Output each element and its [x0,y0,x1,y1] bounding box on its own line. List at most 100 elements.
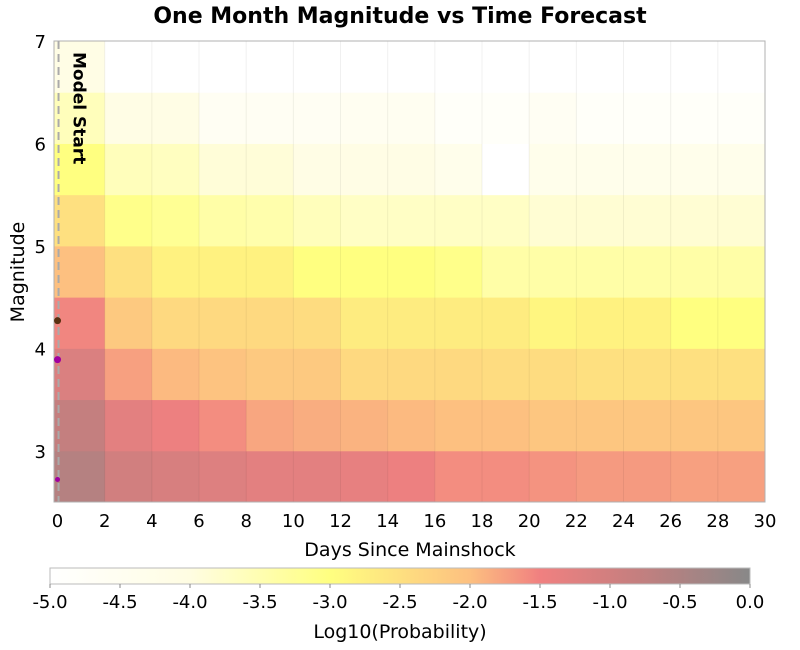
heatmap-cell [623,245,672,298]
x-tick-label: 28 [706,511,729,532]
x-tick-label: 26 [659,511,682,532]
colorbar [49,567,751,585]
heatmap-cell [670,143,719,196]
x-tick-label: 6 [193,511,204,532]
heatmap-cell [623,92,672,144]
heatmap-cell [54,41,106,93]
heatmap-cell [246,399,294,452]
heatmap-cell [104,41,153,93]
colorbar-tick-label: -5.0 [32,592,67,613]
x-tick-label: 14 [376,511,399,532]
heatmap-cell [199,245,247,298]
heatmap-cell [576,92,625,144]
y-tick-label: 6 [35,134,46,155]
y-tick-label: 7 [35,32,46,53]
heatmap-cell [54,194,106,247]
y-tick-label: 5 [35,237,46,258]
heatmap-cell [529,245,577,298]
y-axis-label: Magnitude [7,222,29,323]
heatmap-cell [151,348,200,401]
colorbar-tick-label: -4.5 [102,592,137,613]
heatmap-cell [482,41,530,93]
heatmap-cell [54,450,106,503]
heatmap-cell [529,92,577,144]
heatmap-cell [293,297,342,349]
heatmap-cell [623,297,672,349]
heatmap-cell [387,143,436,196]
events [54,317,62,482]
heatmap-cell [623,450,672,503]
heatmap-cell [104,194,153,247]
heatmap-cell [104,450,153,503]
heatmap-cell [529,450,577,503]
heatmap-cell [387,450,436,503]
x-tick-label: 20 [518,511,541,532]
heatmap-cell [717,399,766,452]
heatmap-cell [246,41,294,93]
heatmap-cell [104,245,153,298]
colorbar-tick-label: -2.5 [382,592,417,613]
x-tick-labels: 0 2 4 6 8 10 12 14 16 18 20 22 24 26 28 30 [52,511,777,532]
heatmap-cell [434,245,483,298]
gridlines [104,41,719,502]
heatmap-cells [54,41,766,503]
heatmap-cell [434,41,483,93]
heatmap-cell [199,348,247,401]
heatmap-cell [151,399,200,452]
heatmap-cell [199,92,247,144]
x-tick-label: 2 [99,511,110,532]
heatmap-cell [151,41,200,93]
x-tick-label: 22 [565,511,588,532]
heatmap-cell [576,143,625,196]
heatmap-cell [529,41,577,93]
colorbar-tick-label: -1.0 [592,592,627,613]
colorbar-tick-label: -4.0 [172,592,207,613]
heatmap-cell [387,348,436,401]
heatmap-cell [387,92,436,144]
heatmap-cell [387,399,436,452]
heatmap-cell [576,348,625,401]
x-tick-label: 16 [423,511,446,532]
heatmap-cell [246,143,294,196]
y-tick-labels: 3 4 5 6 7 [35,32,46,463]
heatmap-cell [623,41,672,93]
heatmap-cell [54,348,106,401]
heatmap-cell [246,194,294,247]
x-tick-label: 8 [240,511,251,532]
heatmap-cell [576,41,625,93]
x-tick-label: 30 [754,511,777,532]
heatmap-cell [246,450,294,503]
heatmap-cell [717,194,766,247]
heatmap-cell [54,92,106,144]
x-tick-label: 12 [329,511,352,532]
heatmap-cell [104,348,153,401]
heatmap-cell [482,348,530,401]
heatmap-cell [246,245,294,298]
heatmap-cell [199,297,247,349]
colorbar-label: Log10(Probability) [313,621,486,643]
heatmap-cell [529,399,577,452]
heatmap-cell [717,143,766,196]
heatmap-cell [482,450,530,503]
event-marker [54,317,62,325]
heatmap-cell [151,194,200,247]
heatmap-cell [151,245,200,298]
heatmap-cell [482,245,530,298]
heatmap-cell [529,297,577,349]
heatmap-cell [717,245,766,298]
colorbar-tick-label: -2.0 [452,592,487,613]
heatmap-cell [104,143,153,196]
colorbar-tick-label: 0.0 [736,592,765,613]
heatmap-cell [529,348,577,401]
heatmap-cell [246,297,294,349]
heatmap-cell [199,194,247,247]
heatmap-cell [434,297,483,349]
model-start-label: Model Start [69,52,89,164]
heatmap-cell [434,450,483,503]
heatmap-cell [434,143,483,196]
heatmap-cell [482,143,530,196]
heatmap-cell [482,194,530,247]
heatmap-cell [670,297,719,349]
heatmap-cell [199,399,247,452]
heatmap-cell [623,143,672,196]
